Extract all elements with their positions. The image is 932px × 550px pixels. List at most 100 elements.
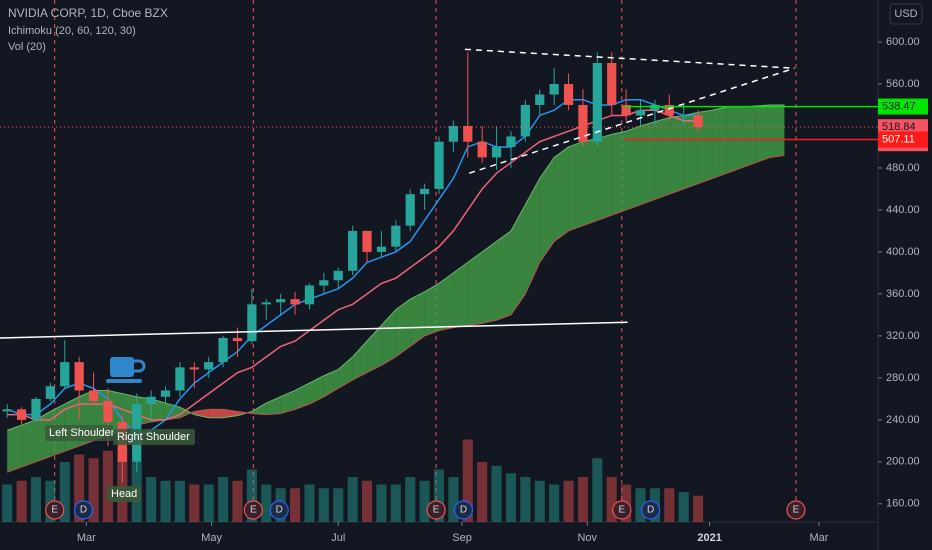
volume-bar	[246, 469, 257, 522]
candle-body	[376, 246, 387, 252]
cloud-segment	[755, 104, 771, 163]
candle-body	[175, 367, 185, 391]
price-badge	[878, 131, 928, 148]
cloud-segment	[698, 110, 713, 184]
candle-body	[103, 400, 113, 422]
candle-body	[304, 285, 315, 305]
currency-button[interactable]	[889, 3, 923, 25]
y-tick-label: 360.00	[886, 288, 920, 300]
candle-body	[578, 104, 588, 142]
cloud-segment	[654, 117, 670, 200]
volume-bar	[174, 480, 185, 522]
volume-bar	[549, 484, 560, 522]
volume-bar	[563, 480, 574, 522]
cloud-segment	[683, 112, 699, 189]
cloud-segment	[582, 138, 598, 226]
y-tick-label: 440.00	[886, 204, 920, 216]
volume-bar	[520, 477, 531, 522]
cloud-segment	[640, 121, 655, 205]
candle-body	[448, 125, 458, 142]
volume-bar	[146, 477, 157, 522]
volume-bar	[88, 458, 99, 522]
candle-body	[276, 299, 286, 303]
annotation: Right Shoulder	[117, 431, 190, 443]
cloud-segment	[467, 251, 483, 326]
cloud-segment	[626, 125, 641, 210]
cloud-segment	[208, 409, 224, 418]
volume-bar	[333, 488, 344, 522]
volume-bar	[534, 480, 545, 522]
cloud-segment	[251, 403, 267, 415]
candle-body	[650, 104, 660, 111]
annotation: Left Shoulder	[49, 427, 115, 439]
event-marker	[269, 500, 289, 520]
annotation-box	[113, 429, 195, 445]
coffee-icon	[106, 357, 146, 383]
volume-bar	[59, 462, 70, 522]
cloud-segment	[223, 409, 238, 418]
overlay: NVIDIA CORP, 1D, Cboe BZX Ichimoku (20, …	[8, 3, 923, 502]
cloud-segment	[338, 356, 353, 389]
y-tick-label: 560.00	[886, 78, 920, 90]
candle-body	[463, 125, 473, 142]
candle-body	[189, 367, 199, 370]
event-marker	[45, 500, 65, 520]
event-label: E	[618, 505, 625, 516]
candle-body	[60, 362, 70, 387]
annotation-box	[107, 486, 141, 502]
cloud-segment	[712, 107, 727, 179]
annotation-box	[45, 425, 113, 441]
volume-bar	[405, 477, 416, 522]
volume-bar	[117, 447, 128, 522]
volume-bar	[160, 480, 171, 522]
y-tick-label: 480.00	[886, 162, 920, 174]
event-label: D	[460, 505, 467, 516]
candle-body	[563, 83, 574, 105]
cloud-segment	[266, 396, 281, 415]
x-tick-label: Mar	[810, 532, 829, 544]
volume-bar	[664, 488, 675, 522]
candle-body	[549, 83, 559, 95]
candle-body	[232, 337, 243, 342]
candle-body	[218, 337, 228, 363]
candle-body	[16, 409, 27, 420]
cloud-segment	[597, 134, 612, 221]
volume-bar	[30, 477, 42, 522]
candle-body	[607, 62, 617, 105]
cloud-segment	[554, 146, 569, 242]
y-tick-label: 280.00	[886, 372, 920, 384]
candle-body	[333, 270, 343, 281]
indicator-label: Vol (20)	[8, 41, 46, 53]
candle-body	[146, 396, 156, 405]
cloud-segment	[496, 230, 511, 321]
volume-bar	[390, 484, 401, 522]
cloud-segment	[280, 390, 296, 414]
volume-bar	[361, 480, 373, 522]
candle-body	[491, 146, 502, 158]
cloud-segment	[669, 115, 684, 195]
event-marker	[786, 500, 806, 520]
candle-body	[74, 362, 84, 391]
candle-body	[693, 115, 703, 128]
event-label: D	[647, 505, 654, 516]
cloud-segment	[568, 141, 583, 231]
candle-body	[348, 230, 358, 271]
candle-body	[434, 141, 444, 189]
event-label: D	[276, 505, 283, 516]
event-label: E	[433, 505, 440, 516]
volume-bar	[304, 484, 315, 522]
volume-bar	[218, 477, 229, 522]
cloud-segment	[453, 262, 468, 328]
currency-label[interactable]: USD	[894, 8, 917, 20]
cloud-segment	[179, 407, 195, 418]
cloud-segment	[295, 383, 310, 410]
event-marker	[73, 500, 94, 520]
indicator-label: Ichimoku (20, 60, 120, 30)	[8, 25, 136, 37]
cloud-segment	[510, 204, 526, 315]
volume-bar	[189, 484, 200, 522]
volume-bar	[433, 469, 445, 522]
volume-bar	[693, 495, 704, 522]
trendline	[468, 67, 795, 174]
candle-body	[635, 110, 646, 116]
